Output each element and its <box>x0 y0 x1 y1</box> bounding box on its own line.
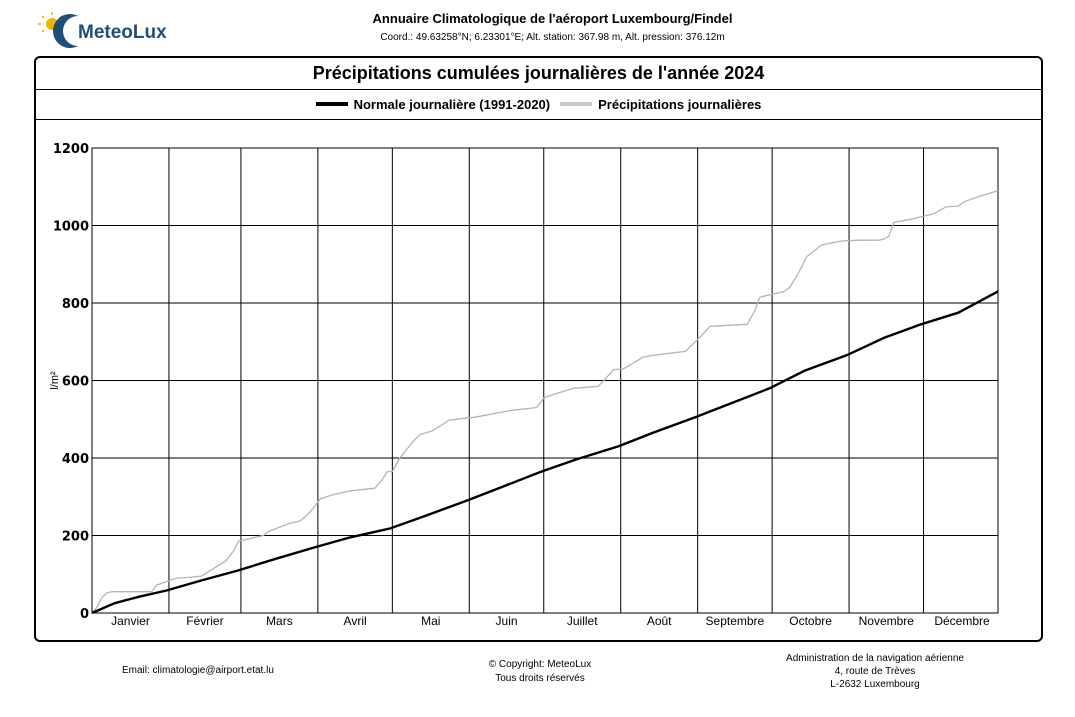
brand-name: MeteoLux <box>78 22 167 43</box>
x-tick-label: Janvier <box>111 614 150 628</box>
chart-title: Précipitations cumulées journalières de … <box>36 58 1041 90</box>
address-line-3: L-2632 Luxembourg <box>830 679 920 690</box>
chart-frame: Précipitations cumulées journalières de … <box>34 56 1043 642</box>
x-tick-label: Octobre <box>789 614 832 628</box>
y-tick-label: 0 <box>80 607 89 622</box>
x-tick-label: Avril <box>344 614 367 628</box>
swoosh-icon <box>53 14 78 48</box>
footer-copyright: © Copyright: MeteoLux Tous droits réserv… <box>440 658 640 686</box>
legend-label-normal: Normale journalière (1991-2020) <box>353 96 551 112</box>
station-coordinates: Coord.: 49.63258°N; 6.23301°E; Alt. stat… <box>380 32 725 43</box>
chart-legend: Normale journalière (1991-2020) Précipit… <box>36 89 1041 120</box>
series-line-normal <box>91 290 999 615</box>
footer-address: Administration de la navigation aérienne… <box>760 652 990 691</box>
address-line-2: 4, route de Trèves <box>834 666 916 677</box>
y-tick-label: 400 <box>62 452 89 467</box>
address-line-1: Administration de la navigation aérienne <box>786 653 964 664</box>
y-tick-label: 800 <box>62 297 89 312</box>
x-tick-label: Juin <box>496 614 518 628</box>
rights-text: Tous droits réservés <box>495 673 585 684</box>
x-tick-label: Novembre <box>859 614 915 628</box>
legend-item-precip: Précipitations journalières <box>560 97 761 112</box>
y-tick-label: 1000 <box>53 220 89 235</box>
x-tick-label: Mars <box>266 614 293 628</box>
footer-email: Email: climatologie@airport.etat.lu <box>122 665 274 676</box>
x-tick-label: Février <box>186 614 223 628</box>
legend-swatch-normal <box>315 102 348 106</box>
legend-label-precip: Précipitations journalières <box>598 96 762 112</box>
x-tick-label: Décembre <box>934 614 990 628</box>
x-tick-label: Juillet <box>567 614 598 628</box>
x-tick-label: Mai <box>421 614 440 628</box>
x-tick-label: Août <box>647 614 672 628</box>
series-line-precip <box>91 189 999 614</box>
meteolux-logo <box>38 12 78 48</box>
copyright-text: © Copyright: MeteoLux <box>488 659 592 670</box>
y-tick-label: 600 <box>62 375 89 390</box>
legend-item-normal: Normale journalière (1991-2020) <box>315 96 551 112</box>
x-tick-label: Septembre <box>706 614 765 628</box>
legend-swatch-precip <box>560 102 593 106</box>
report-title: Annuaire Climatologique de l'aéroport Lu… <box>372 11 733 26</box>
y-tick-label: 200 <box>62 530 89 545</box>
y-tick-label: 1200 <box>53 142 89 157</box>
y-axis-label: l/m² <box>49 371 61 390</box>
